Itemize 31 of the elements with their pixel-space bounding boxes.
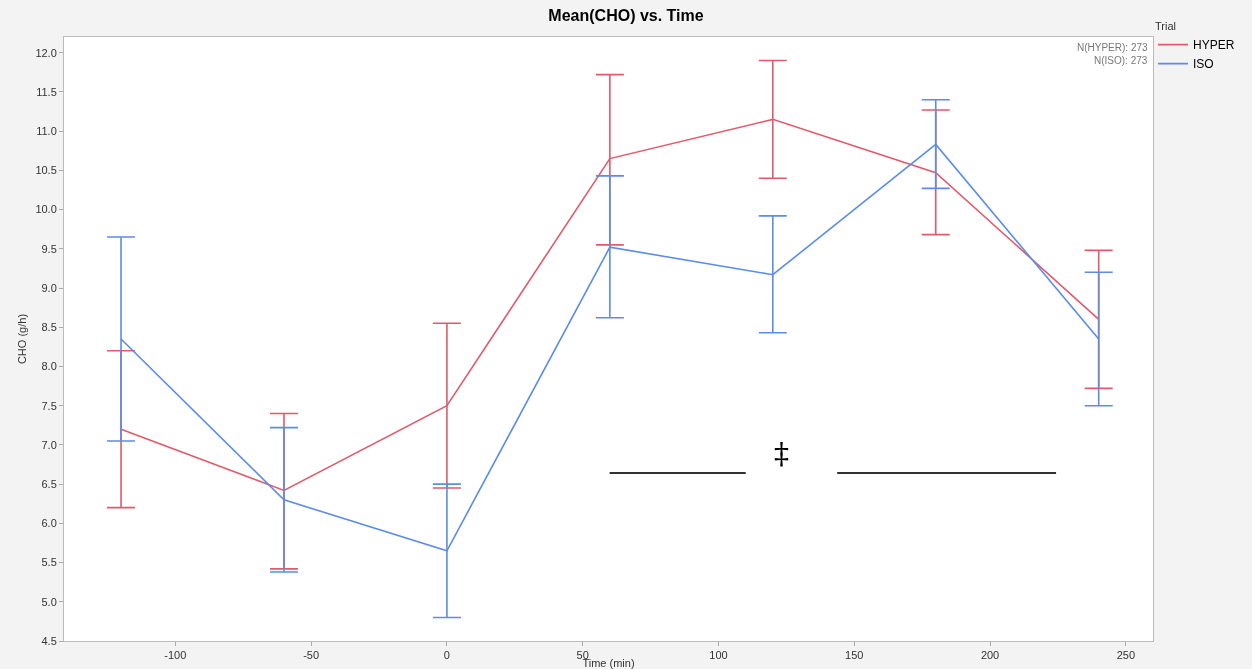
y-tick-label: 10.5: [35, 164, 57, 177]
y-tick-label: 5.5: [41, 556, 57, 569]
annotation: N(HYPER): 273: [1077, 42, 1149, 53]
y-tick-label: 12.0: [35, 46, 57, 59]
y-tick-label: 6.5: [41, 477, 57, 490]
legend-label: HYPER: [1193, 38, 1235, 53]
legend-title: Trial: [1155, 20, 1176, 33]
y-tick-label: 9.0: [41, 281, 57, 294]
y-tick-label: 7.0: [41, 438, 57, 451]
y-tick-label: 9.5: [41, 242, 57, 255]
annotation: N(ISO): 273: [1094, 55, 1148, 66]
x-tick-label: 200: [980, 649, 1000, 662]
y-tick-label: 5.0: [41, 595, 57, 608]
x-tick-label: 150: [845, 649, 864, 662]
x-tick-label: -50: [303, 649, 320, 662]
annotation: ‡: [774, 436, 789, 471]
y-tick-label: 11.5: [36, 85, 57, 98]
chart-title: Mean(CHO) vs. Time: [548, 7, 704, 25]
y-tick-label: 8.5: [41, 321, 57, 334]
y-axis-title: CHO (g/h): [16, 313, 29, 365]
y-tick-label: 7.5: [41, 399, 57, 412]
y-tick-label: 6.0: [41, 517, 57, 530]
y-tick-label: 10.0: [35, 203, 57, 216]
y-tick-label: 11.0: [36, 124, 57, 137]
x-tick-label: 0: [443, 649, 450, 662]
y-tick-label: 4.5: [41, 634, 57, 647]
legend-label: ISO: [1193, 57, 1214, 72]
x-tick-label: 250: [1116, 649, 1136, 662]
x-tick-label: -100: [164, 649, 187, 662]
y-tick-label: 8.0: [41, 360, 57, 373]
x-tick-label: 100: [709, 649, 728, 662]
